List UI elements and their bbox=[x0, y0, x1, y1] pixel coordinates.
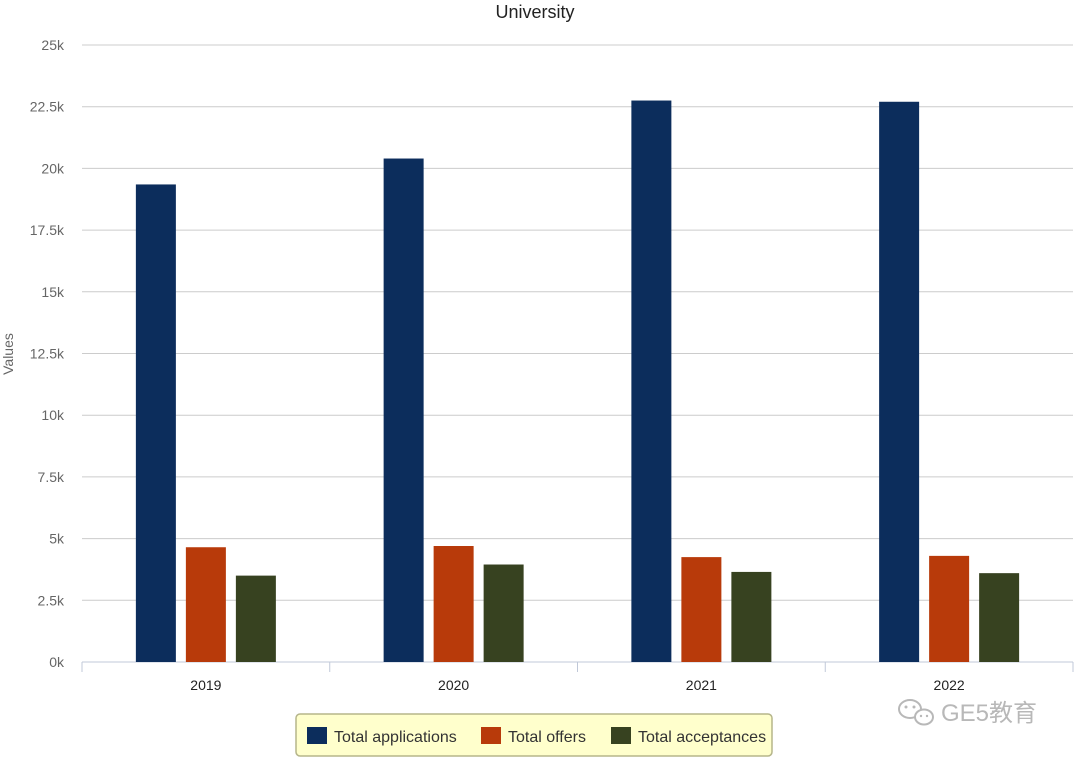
bar bbox=[185, 547, 226, 662]
y-tick-label: 10k bbox=[41, 407, 65, 423]
bar bbox=[681, 557, 722, 662]
y-tick-label: 7.5k bbox=[38, 469, 65, 485]
y-tick-label: 20k bbox=[41, 160, 65, 176]
bar bbox=[929, 555, 970, 662]
legend-label: Total offers bbox=[508, 729, 586, 746]
y-axis-label: Values bbox=[0, 333, 16, 375]
legend-swatch bbox=[611, 727, 631, 744]
wechat-icon bbox=[898, 699, 934, 726]
bar bbox=[135, 184, 176, 662]
bar bbox=[731, 571, 772, 662]
bars bbox=[135, 100, 1020, 663]
x-tick-label: 2021 bbox=[686, 677, 717, 693]
bar bbox=[979, 573, 1020, 662]
bar bbox=[483, 564, 524, 662]
bar bbox=[631, 100, 672, 662]
x-tick-label: 2019 bbox=[190, 677, 221, 693]
bar bbox=[433, 546, 474, 662]
bar bbox=[879, 101, 920, 663]
y-tick-label: 25k bbox=[41, 37, 65, 53]
legend-swatch bbox=[481, 727, 501, 744]
y-tick-label: 5k bbox=[49, 531, 65, 547]
legend-label: Total applications bbox=[334, 729, 457, 746]
legend: Total applications Total offers Total acce… bbox=[295, 713, 773, 757]
bar bbox=[235, 575, 276, 662]
x-tick-label: 2022 bbox=[934, 677, 965, 693]
legend-label: Total acceptances bbox=[638, 729, 766, 746]
y-tick-label: 2.5k bbox=[38, 592, 65, 608]
x-axis: 2019 2020 2021 2022 bbox=[81, 661, 1074, 693]
y-tick-label: 17.5k bbox=[30, 222, 65, 238]
legend-swatch bbox=[307, 727, 327, 744]
y-tick-label: 12.5k bbox=[30, 346, 65, 362]
gridlines bbox=[82, 44, 1073, 601]
x-tick-label: 2020 bbox=[438, 677, 469, 693]
watermark-text: GE5教育 bbox=[941, 700, 1037, 727]
y-tick-label: 15k bbox=[41, 284, 65, 300]
y-tick-label: 0k bbox=[49, 654, 65, 670]
bar bbox=[383, 158, 424, 662]
watermark: GE5教育 bbox=[898, 699, 1037, 727]
legend-box bbox=[295, 713, 773, 757]
y-axis-ticks: 0k 2.5k 5k 7.5k 10k 12.5k 15k 17.5k 20k 22.5k 25k bbox=[30, 37, 65, 670]
chart-title: University bbox=[495, 2, 574, 22]
y-tick-label: 22.5k bbox=[30, 99, 65, 115]
